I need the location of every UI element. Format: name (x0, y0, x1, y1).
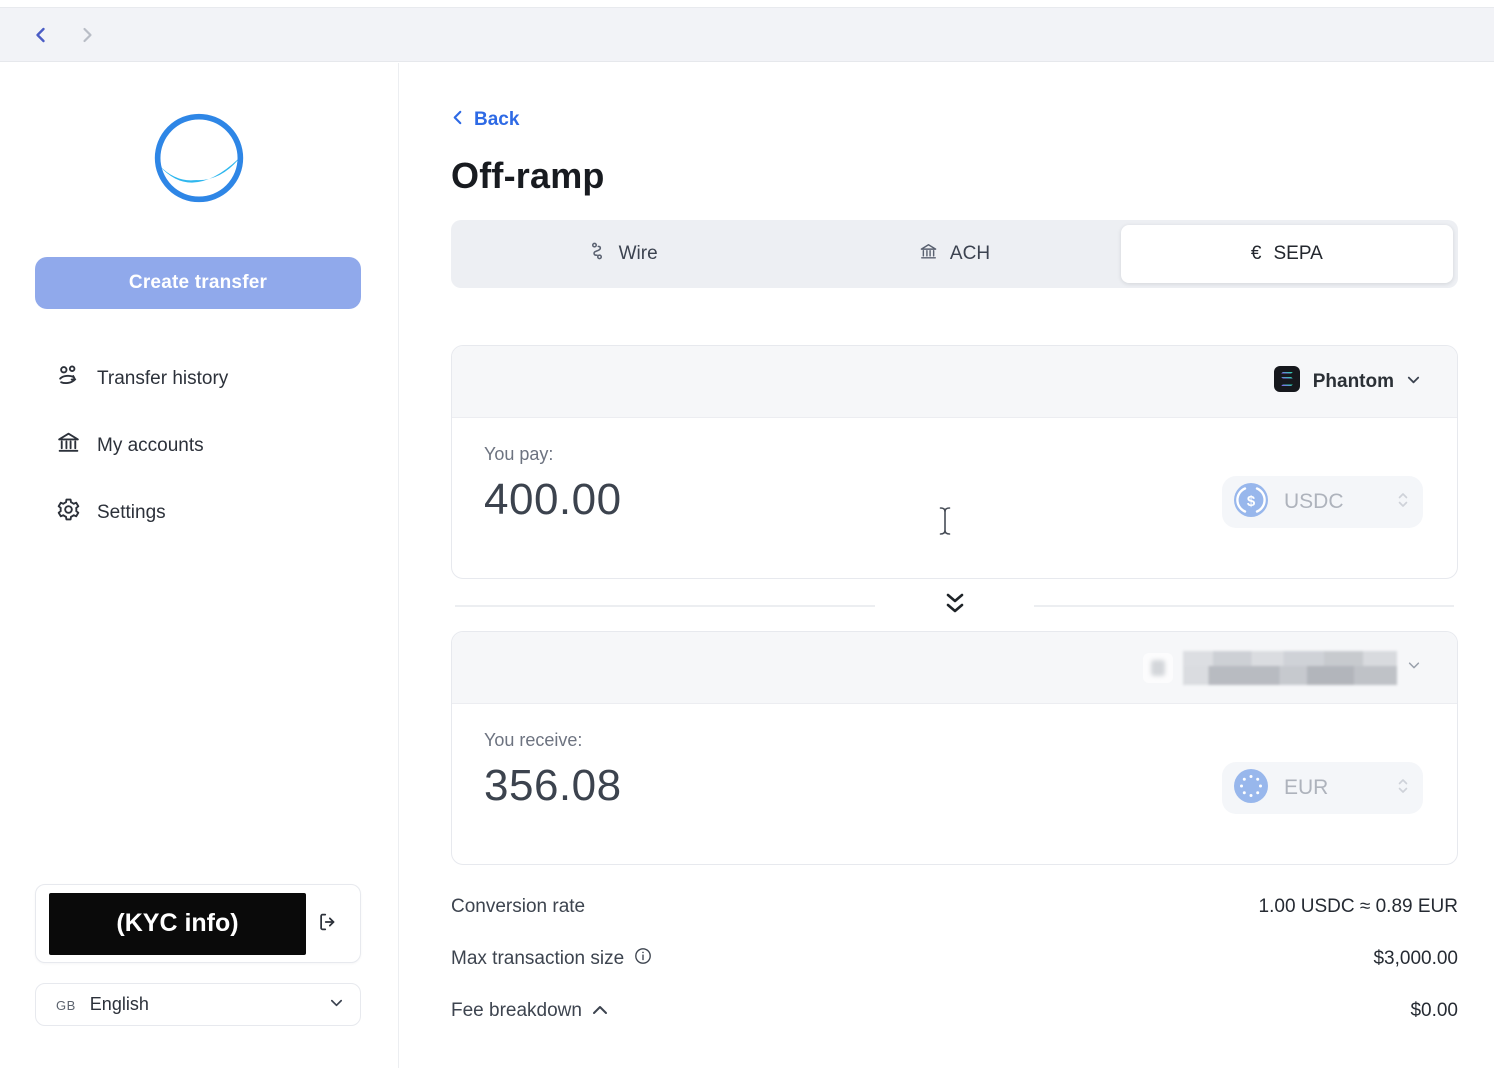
recipient-redacted-text (1183, 650, 1397, 685)
sidebar-item-label: My accounts (97, 434, 204, 456)
fee-breakdown-label: Fee breakdown (451, 1000, 582, 1021)
chevron-down-icon (1407, 658, 1421, 677)
destination-card: You receive: 356.08 EUR (451, 631, 1458, 865)
euro-icon: € (1250, 243, 1262, 264)
eur-icon (1232, 767, 1270, 810)
source-card-header: Phantom (452, 346, 1457, 418)
main-content: Back Off-ramp Wire ACH € SEPA (399, 63, 1494, 1068)
sidebar-item-settings[interactable]: Settings (0, 479, 398, 546)
max-transaction-label: Max transaction size (451, 948, 625, 969)
conversion-rate-label: Conversion rate (451, 896, 586, 917)
bank-icon (56, 430, 81, 461)
tab-sepa[interactable]: € SEPA (1120, 225, 1453, 283)
fee-breakdown-value: $0.00 (1410, 1000, 1458, 1021)
max-transaction-row: Max transaction size $3,000.00 (451, 933, 1458, 985)
create-transfer-button[interactable]: Create transfer (35, 257, 361, 309)
tab-ach[interactable]: ACH (788, 225, 1120, 283)
sidebar-item-label: Transfer history (97, 367, 229, 389)
tab-label: SEPA (1273, 243, 1323, 264)
chevron-up-icon[interactable] (592, 1000, 608, 1022)
sidebar-item-my-accounts[interactable]: My accounts (0, 412, 398, 479)
text-cursor-icon (938, 506, 952, 541)
country-code: GB (56, 998, 76, 1013)
logout-button[interactable] (306, 911, 350, 936)
source-card: Phantom You pay: 400.00 (451, 345, 1458, 579)
recipient-selector[interactable] (1143, 650, 1421, 685)
logout-icon (317, 911, 339, 936)
transfer-history-icon (56, 363, 81, 394)
page-title: Off-ramp (451, 155, 605, 196)
chevron-down-icon (329, 995, 344, 1015)
language-label: English (89, 994, 149, 1014)
tab-label: ACH (949, 243, 991, 264)
pay-amount-input[interactable]: 400.00 (484, 475, 622, 524)
gear-icon (56, 497, 81, 528)
tab-wire[interactable]: Wire (456, 225, 788, 283)
receive-currency-selector[interactable]: EUR (1222, 762, 1423, 814)
source-card-body: You pay: 400.00 $ USDC (452, 418, 1457, 578)
wire-icon (587, 241, 607, 267)
kyc-info-card: (KYC info) (35, 884, 361, 963)
you-receive-label: You receive: (484, 730, 583, 750)
double-chevron-down-icon[interactable] (915, 591, 994, 619)
usdc-icon: $ (1232, 481, 1270, 524)
window-nav-bar (0, 7, 1494, 62)
kyc-info-redacted: (KYC info) (49, 892, 306, 955)
sidebar-item-label: Settings (97, 501, 166, 523)
transfer-details: Conversion rate 1.00 USDC ≈ 0.89 EUR Max… (451, 881, 1458, 1037)
select-arrows-icon (1397, 491, 1409, 514)
payment-method-tabs: Wire ACH € SEPA (451, 220, 1458, 288)
chevron-left-icon (451, 109, 464, 131)
pay-currency-code: USDC (1284, 490, 1344, 513)
sidebar-item-transfer-history[interactable]: Transfer history (0, 345, 398, 412)
tab-label: Wire (618, 243, 658, 264)
wallet-name: Phantom (1312, 370, 1394, 392)
nav-forward-icon[interactable] (76, 24, 98, 46)
fee-breakdown-row: Fee breakdown $0.00 (451, 985, 1458, 1037)
wallet-selector[interactable]: Phantom (1273, 365, 1421, 398)
destination-card-header (452, 632, 1457, 704)
recipient-avatar (1143, 652, 1173, 683)
receive-currency-code: EUR (1284, 776, 1329, 799)
conversion-rate-value: 1.00 USDC ≈ 0.89 EUR (1258, 896, 1458, 917)
pay-currency-selector[interactable]: $ USDC (1222, 476, 1423, 528)
bank-icon (919, 242, 938, 267)
back-label: Back (474, 109, 520, 130)
sidebar: Create transfer Transfer history (0, 63, 399, 1068)
nav-back-icon[interactable] (30, 24, 52, 46)
max-transaction-value: $3,000.00 (1373, 948, 1458, 969)
info-icon[interactable] (634, 947, 652, 971)
destination-card-body: You receive: 356.08 EUR (452, 704, 1457, 864)
select-arrows-icon (1397, 777, 1409, 800)
swap-direction-divider (451, 579, 1458, 631)
you-pay-label: You pay: (484, 444, 554, 464)
svg-text:$: $ (1247, 493, 1256, 510)
conversion-rate-row: Conversion rate 1.00 USDC ≈ 0.89 EUR (451, 881, 1458, 933)
sidebar-menu: Transfer history My accounts Settings (0, 345, 398, 546)
solana-icon (1273, 365, 1301, 398)
receive-amount-value: 356.08 (484, 761, 622, 810)
app-logo (0, 111, 398, 205)
language-selector[interactable]: GB English (35, 983, 361, 1026)
back-link[interactable]: Back (451, 109, 519, 131)
chevron-down-icon (1406, 372, 1421, 392)
